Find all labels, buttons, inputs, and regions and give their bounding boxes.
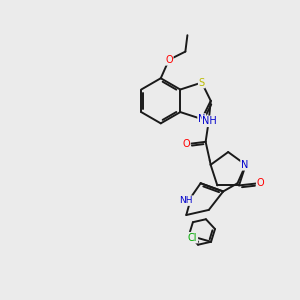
Text: NH: NH [202,116,217,126]
Text: O: O [165,55,173,65]
Text: N: N [198,114,206,124]
Text: S: S [199,78,205,88]
Text: N: N [241,160,248,170]
Text: NH: NH [179,196,193,205]
Text: Cl: Cl [188,233,197,243]
Text: O: O [182,139,190,149]
Text: O: O [257,178,264,188]
